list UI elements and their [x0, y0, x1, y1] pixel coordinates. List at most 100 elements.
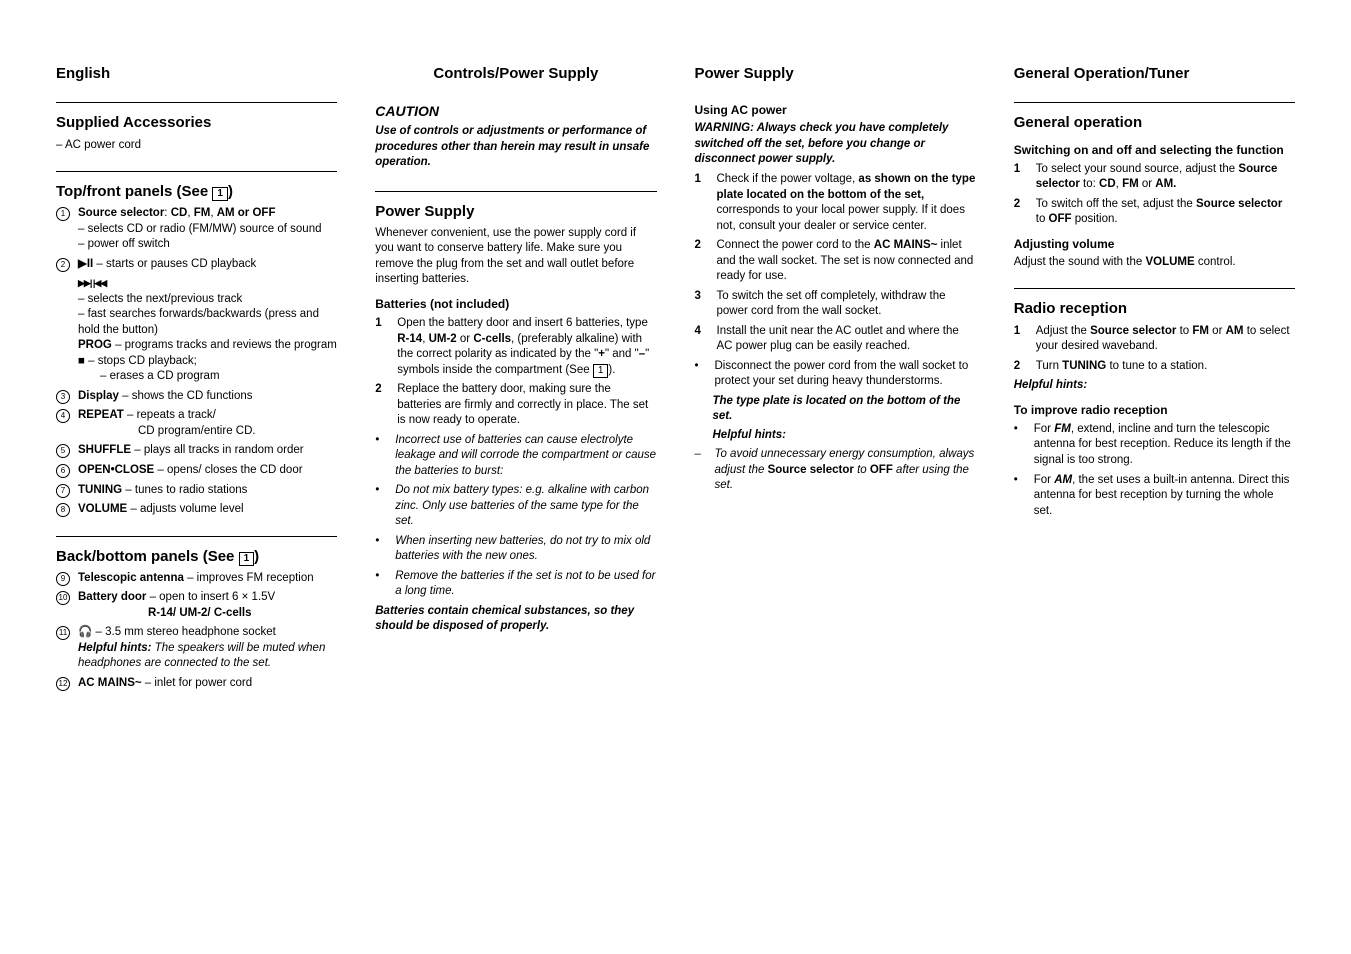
txt: – stops CD playback;: [85, 355, 197, 367]
txt: OFF: [1049, 213, 1072, 225]
txt: UM-2: [429, 333, 457, 345]
txt: AC MAINS~: [78, 677, 142, 689]
txt: ).: [608, 364, 615, 376]
circle-num: 9: [56, 572, 70, 586]
num: 2: [1014, 359, 1028, 375]
txt: to tune to a station.: [1106, 360, 1207, 372]
column-english: English Supplied Accessories – AC power …: [56, 64, 337, 695]
txt: FM: [1192, 325, 1209, 337]
txt: To select your sound source, adjust the: [1036, 163, 1239, 175]
txt: To switch off the set, adjust the: [1036, 198, 1196, 210]
txt: Telescopic antenna: [78, 572, 184, 584]
topfront-7: 7TUNING – tunes to radio stations: [56, 483, 337, 499]
txt: – adjusts volume level: [127, 503, 243, 515]
txt: Connect the power cord to the: [717, 239, 874, 251]
switch-subtitle: Switching on and off and selecting the f…: [1014, 142, 1295, 158]
txt: CD: [1099, 178, 1116, 190]
topfront-2: 2 ▶II – starts or pauses CD playback: [56, 257, 337, 273]
play-icon: ▶II: [78, 258, 93, 270]
rule: [56, 171, 337, 172]
txt: , the set uses a built-in antenna. Direc…: [1034, 474, 1290, 517]
circle-num: 8: [56, 503, 70, 517]
vol-subtitle: Adjusting volume: [1014, 236, 1295, 252]
column-controls: Controls/Power Supply CAUTION Use of con…: [375, 64, 656, 695]
column-power: Power Supply Using AC power WARNING: Alw…: [695, 64, 976, 695]
circle-num: 6: [56, 464, 70, 478]
circle-num: 4: [56, 409, 70, 423]
bat-footer: Batteries contain chemical substances, s…: [375, 604, 656, 635]
sub: CD program/entire CD.: [138, 424, 256, 440]
txt: AM: [1054, 474, 1072, 486]
txt: R-14/ UM-2/ C-cells: [148, 607, 252, 619]
topfront-6: 6OPEN•CLOSE – opens/ closes the CD door: [56, 463, 337, 479]
txt: or: [1139, 178, 1156, 190]
txt: C-cells: [473, 333, 511, 345]
backbottom-9: 9 Telescopic antenna – improves FM recept…: [56, 571, 337, 587]
ps-title: Power Supply: [375, 202, 656, 222]
txt: – plays all tracks in random order: [131, 444, 304, 456]
txt: Source selector: [78, 207, 164, 219]
rule: [375, 191, 656, 192]
switch-1: 1 To select your sound source, adjust th…: [1014, 162, 1295, 193]
txt: TUNING: [78, 484, 122, 496]
bat-hint-1: •Incorrect use of batteries can cause el…: [375, 433, 656, 480]
rule: [56, 536, 337, 537]
txt: Adjust the: [1036, 325, 1090, 337]
sub: – selects CD or radio (FM/MW) source of …: [78, 222, 322, 238]
bat-hint-2: •Do not mix battery types: e.g. alkaline…: [375, 483, 656, 530]
col2-header: Controls/Power Supply: [375, 64, 656, 84]
box1: 1: [212, 187, 228, 201]
txt: to: [854, 464, 870, 476]
topfront-3: 3Display – shows the CD functions: [56, 389, 337, 405]
txt: AM or OFF: [217, 207, 276, 219]
txt: ): [254, 548, 259, 565]
supplied-title: Supplied Accessories: [56, 113, 337, 133]
txt: For: [1034, 474, 1054, 486]
backbottom-12: 12AC MAINS~ – inlet for power cord: [56, 676, 337, 692]
txt: – starts or pauses CD playback: [93, 258, 256, 270]
txt: to: [1036, 213, 1049, 225]
radio-title: Radio reception: [1014, 299, 1295, 319]
body: ▶II – starts or pauses CD playback: [78, 257, 256, 273]
circle-num: 7: [56, 484, 70, 498]
topfront-1: 1 Source selector: CD, FM, AM or OFF – s…: [56, 206, 337, 253]
bat-hint-3: •When inserting new batteries, do not tr…: [375, 534, 656, 565]
txt: To switch the set off completely, withdr…: [717, 289, 976, 320]
txt: When inserting new batteries, do not try…: [395, 534, 656, 565]
txt: Back/bottom panels (See: [56, 548, 239, 565]
txt: Source selector: [1090, 325, 1176, 337]
backbottom-10: 10Battery door – open to insert 6 × 1.5V…: [56, 590, 337, 621]
col1-header: English: [56, 64, 337, 84]
bat-subtitle: Batteries (not included): [375, 296, 656, 312]
txt: FM: [1054, 423, 1071, 435]
txt: – inlet for power cord: [142, 677, 253, 689]
stop: ■ – stops CD playback;: [78, 354, 337, 370]
col4-header: General Operation/Tuner: [1014, 64, 1295, 84]
num: 4: [695, 324, 709, 355]
txt: – improves FM reception: [184, 572, 314, 584]
txt: FM: [194, 207, 211, 219]
switch-2: 2 To switch off the set, adjust the Sour…: [1014, 197, 1295, 228]
topfront-4: 4REPEAT – repeats a track/CD program/ent…: [56, 408, 337, 439]
txt: Do not mix battery types: e.g. alkaline …: [395, 483, 656, 530]
num: 1: [695, 172, 709, 234]
txt: +: [598, 348, 605, 360]
txt: Battery door: [78, 591, 146, 603]
bat-hint-4: •Remove the batteries if the set is not …: [375, 569, 656, 600]
num: 1: [375, 316, 389, 378]
caution-title: CAUTION: [375, 102, 656, 121]
txt: Adjust the sound with the: [1014, 256, 1146, 268]
txt: VOLUME: [1145, 256, 1194, 268]
topfront-8: 8VOLUME – adjusts volume level: [56, 502, 337, 518]
ac-step-1: 1 Check if the power voltage, as shown o…: [695, 172, 976, 234]
txt: Source selector: [1196, 198, 1282, 210]
bat-step-1: 1 Open the battery door and insert 6 bat…: [375, 316, 656, 378]
txt: Top/front panels (See: [56, 183, 212, 200]
rule: [1014, 288, 1295, 289]
sub: – fast searches forwards/backwards (pres…: [78, 307, 337, 338]
txt: control.: [1195, 256, 1236, 268]
radio-2: 2 Turn TUNING to tune to a station.: [1014, 359, 1295, 375]
sub: – selects the next/previous track: [78, 292, 337, 308]
num: 2: [1014, 197, 1028, 228]
txt: to: [1176, 325, 1192, 337]
